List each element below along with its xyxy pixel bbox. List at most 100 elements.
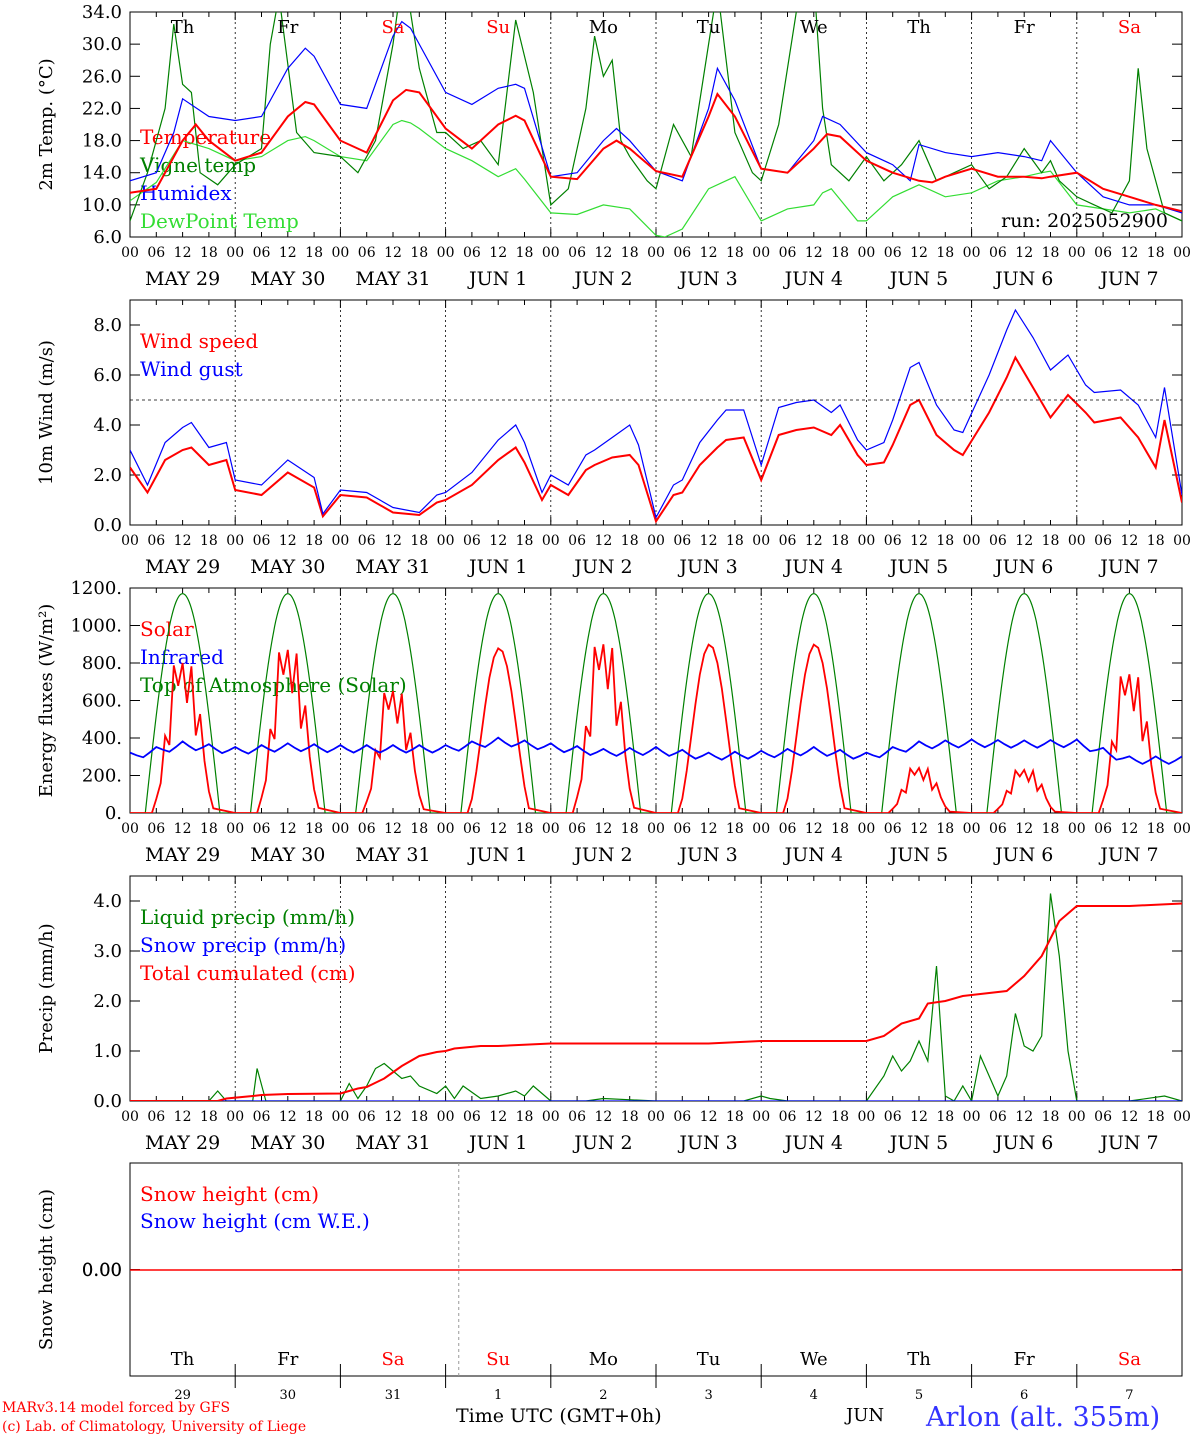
hour-tick-label: 12 — [174, 821, 192, 837]
hour-tick-label: 00 — [1173, 245, 1191, 261]
series-line — [130, 902, 1182, 1101]
day-name-label: Sa — [381, 1349, 404, 1370]
y-tick-label: 0. — [105, 803, 122, 824]
y-tick-label: 2.0 — [93, 991, 122, 1012]
hour-tick-label: 18 — [1042, 1109, 1060, 1125]
hour-tick-label: 06 — [673, 1109, 691, 1125]
hour-tick-label: 06 — [568, 1109, 586, 1125]
hour-tick-label: 00 — [752, 245, 770, 261]
y-tick-label: 18.0 — [82, 131, 122, 152]
hour-tick-label: 12 — [489, 821, 507, 837]
hour-tick-label: 00 — [1173, 1109, 1191, 1125]
hour-tick-label: 06 — [779, 1109, 797, 1125]
toa-solar-line — [1076, 592, 1182, 813]
hour-tick-label: 06 — [358, 245, 376, 261]
hour-tick-label: 06 — [884, 245, 902, 261]
hour-tick-label: 06 — [673, 533, 691, 549]
hour-tick-label: 00 — [121, 821, 139, 837]
hour-tick-label: 12 — [384, 1109, 402, 1125]
hour-tick-label: 06 — [358, 821, 376, 837]
hour-tick-label: 06 — [1094, 1109, 1112, 1125]
day-name-label: Th — [171, 1349, 195, 1370]
hour-tick-label: 00 — [331, 245, 349, 261]
hour-tick-label: 18 — [831, 1109, 849, 1125]
hour-tick-label: 06 — [779, 821, 797, 837]
y-tick-label: 1200. — [70, 578, 122, 599]
solar-line — [235, 649, 341, 813]
day-name-label: Sa — [1118, 17, 1141, 38]
date-label: JUN 5 — [888, 268, 948, 290]
day-name-label: Su — [486, 1349, 510, 1370]
hour-tick-label: 00 — [1068, 821, 1086, 837]
hour-tick-label: 06 — [253, 821, 271, 837]
hour-tick-label: 12 — [384, 245, 402, 261]
hour-tick-label: 00 — [1173, 821, 1191, 837]
hour-tick-label: 06 — [463, 821, 481, 837]
day-number-label: 31 — [385, 1388, 402, 1403]
date-label: JUN 5 — [888, 844, 948, 866]
hour-tick-label: 06 — [989, 533, 1007, 549]
day-name-label: We — [800, 17, 828, 38]
hour-tick-label: 18 — [1042, 245, 1060, 261]
hour-tick-label: 12 — [279, 821, 297, 837]
series-line — [130, 12, 1182, 222]
hour-tick-label: 00 — [226, 245, 244, 261]
hour-tick-label: 00 — [647, 245, 665, 261]
hour-tick-label: 18 — [410, 533, 428, 549]
hour-tick-label: 12 — [1015, 821, 1033, 837]
toa-solar-line — [761, 592, 867, 813]
hour-tick-label: 12 — [594, 821, 612, 837]
hour-tick-label: 00 — [963, 821, 981, 837]
hour-tick-label: 06 — [673, 821, 691, 837]
hour-tick-label: 12 — [1015, 245, 1033, 261]
hour-tick-label: 12 — [384, 821, 402, 837]
y-tick-label: 800. — [82, 653, 122, 674]
hour-tick-label: 18 — [200, 245, 218, 261]
y-tick-label: 0.00 — [82, 1260, 122, 1281]
date-label: JUN 1 — [467, 268, 527, 290]
solar-line — [340, 690, 446, 813]
y-tick-label: 1000. — [70, 616, 122, 637]
day-number-label: 30 — [280, 1388, 297, 1403]
hour-tick-label: 18 — [936, 245, 954, 261]
hour-tick-label: 18 — [726, 1109, 744, 1125]
hour-tick-label: 00 — [437, 821, 455, 837]
day-name-label: Fr — [1014, 17, 1035, 38]
day-number-label: 5 — [915, 1388, 923, 1403]
hour-tick-label: 00 — [121, 533, 139, 549]
hour-tick-label: 00 — [857, 821, 875, 837]
hour-tick-label: 00 — [1068, 1109, 1086, 1125]
y-tick-label: 30.0 — [82, 34, 122, 55]
hour-tick-label: 18 — [410, 245, 428, 261]
series-line — [130, 119, 1182, 237]
hour-tick-label: 00 — [963, 533, 981, 549]
hour-tick-label: 00 — [542, 1109, 560, 1125]
day-name-label: Su — [486, 17, 510, 38]
hour-tick-label: 12 — [489, 533, 507, 549]
legend-entry: Wind speed — [140, 329, 258, 353]
date-label: JUN 3 — [677, 844, 737, 866]
date-label: JUN 4 — [783, 844, 843, 866]
hour-tick-label: 18 — [410, 1109, 428, 1125]
legend-entry: Vigne temp — [139, 153, 256, 177]
day-name-label: Mo — [589, 17, 618, 38]
hour-tick-label: 06 — [673, 245, 691, 261]
date-label: JUN 7 — [1098, 556, 1158, 578]
hour-tick-label: 00 — [226, 533, 244, 549]
hour-tick-label: 06 — [253, 1109, 271, 1125]
panel-2: 0.0 2.0 4.0 6.0 8.0 10m Wind (m/s) 00 06 12 18 00 0… — [36, 299, 1191, 578]
date-label: JUN 6 — [993, 844, 1053, 866]
hour-tick-label: 18 — [621, 821, 639, 837]
copyright-credit: (c) Lab. of Climatology, University of L… — [2, 1419, 307, 1435]
solar-line — [656, 643, 762, 813]
hour-tick-label: 06 — [147, 245, 165, 261]
hour-tick-label: 18 — [726, 533, 744, 549]
hour-tick-label: 06 — [989, 1109, 1007, 1125]
hour-tick-label: 18 — [516, 533, 534, 549]
solar-line — [866, 765, 972, 813]
hour-tick-label: 00 — [437, 533, 455, 549]
hour-tick-label: 18 — [1147, 1109, 1165, 1125]
hour-tick-label: 06 — [147, 533, 165, 549]
y-tick-label: 2.0 — [93, 465, 122, 486]
hour-tick-label: 12 — [594, 245, 612, 261]
